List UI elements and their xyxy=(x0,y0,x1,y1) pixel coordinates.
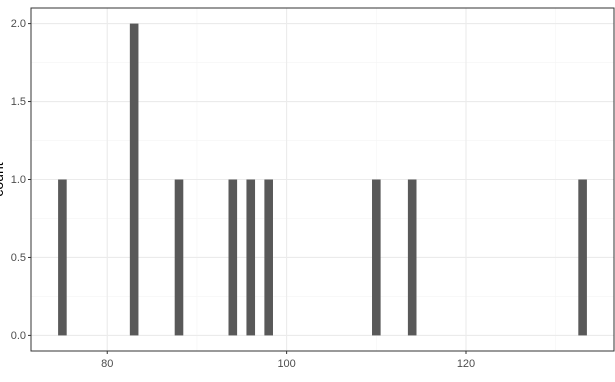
y-tick-label: 0.0 xyxy=(11,330,26,342)
histogram-bar xyxy=(264,179,273,336)
y-tick-label: 1.5 xyxy=(11,96,26,108)
bar-layer xyxy=(58,23,587,336)
histogram-bar xyxy=(372,179,381,336)
y-tick-label: 1.0 xyxy=(11,174,26,186)
histogram-bar xyxy=(129,23,139,336)
histogram-bar xyxy=(578,179,587,336)
y-tick-label: 0.5 xyxy=(11,252,26,264)
x-tick-label: 120 xyxy=(457,358,475,370)
x-tick-label: 80 xyxy=(101,358,113,370)
histogram-bar xyxy=(228,179,238,336)
x-tick-label: 100 xyxy=(277,358,295,370)
histogram-bar xyxy=(407,179,417,336)
grid-layer xyxy=(31,8,614,351)
histogram-bar xyxy=(58,179,67,336)
histogram-bar xyxy=(174,179,184,336)
tick-layer: 0.0 0.5 1.0 1.5 2.0 80 100 120 xyxy=(11,18,475,370)
y-axis-title: count xyxy=(0,162,6,196)
y-tick-label: 2.0 xyxy=(11,18,26,30)
histogram-bar xyxy=(246,179,256,336)
